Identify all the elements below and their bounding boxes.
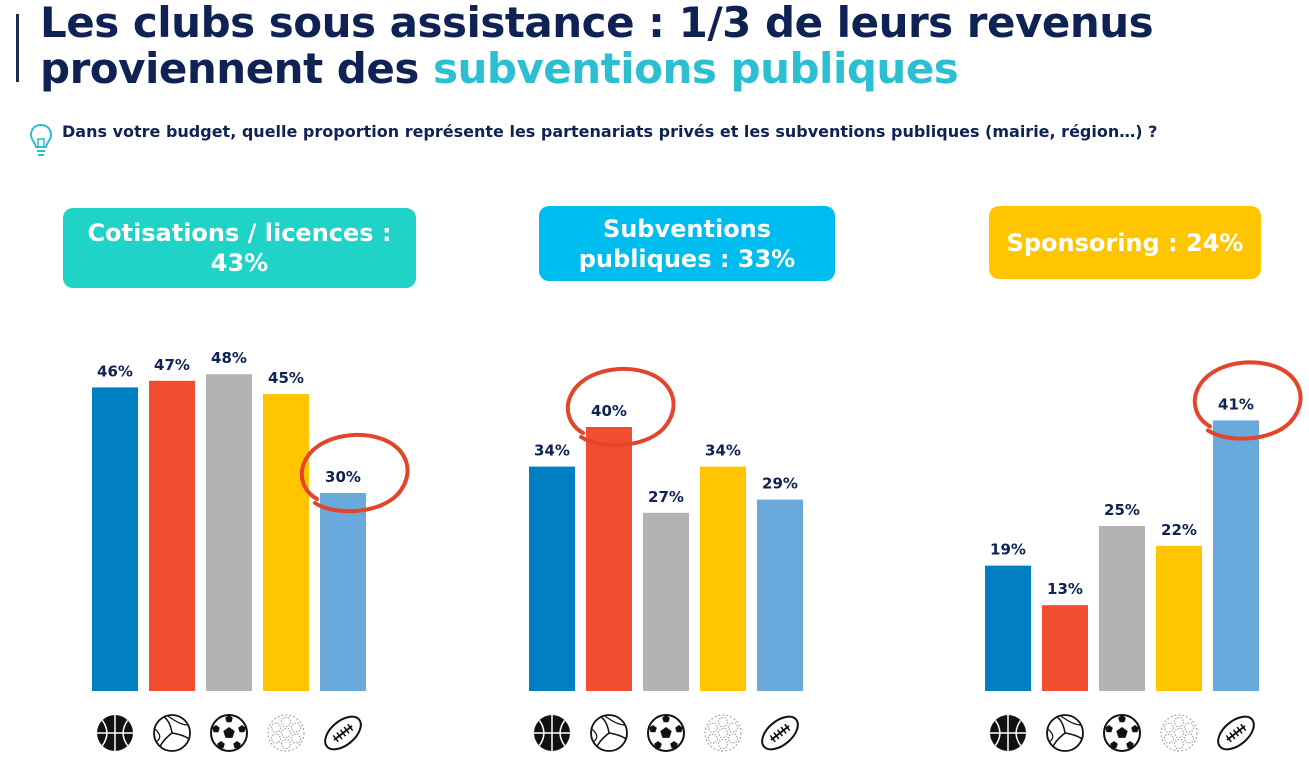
bar-group-1: 46% 47% 48% 45% 30% (92, 349, 410, 752)
rugby-ball-icon (761, 715, 799, 751)
title-line-1: Les clubs sous assistance : 1/3 de leurs… (40, 0, 1154, 47)
bar-group-3: 19% 13% 25% 22% 41% (985, 360, 1303, 752)
title-highlight: subventions publiques (432, 44, 959, 93)
bar-basketball (92, 387, 138, 691)
bar-handball (263, 394, 309, 691)
page-title: Les clubs sous assistance : 1/3 de leurs… (40, 0, 1154, 93)
bar-volleyball (1042, 605, 1088, 691)
bar-volleyball (586, 427, 632, 691)
bar-value-label: 13% (1047, 580, 1083, 598)
bar-value-label: 19% (990, 541, 1026, 559)
survey-question: Dans votre budget, quelle proportion rep… (62, 122, 1158, 141)
bar-value-label: 25% (1104, 501, 1140, 519)
bar-basketball (985, 565, 1031, 691)
basketball-icon (990, 715, 1026, 751)
title-line-2: proviennent des (40, 44, 433, 93)
basketball-icon (97, 715, 133, 751)
rugby-ball-icon (1217, 715, 1255, 751)
bar-football (206, 374, 252, 691)
highlight-circle (565, 366, 676, 448)
soccer-ball-icon (1103, 714, 1141, 752)
bar-value-label: 41% (1218, 395, 1254, 413)
highlight-circle (1192, 360, 1303, 441)
soccer-ball-icon (647, 714, 685, 752)
bar-rugby (757, 499, 803, 691)
bar-value-label: 47% (154, 356, 190, 374)
bar-value-label: 27% (648, 488, 684, 506)
bar-value-label: 30% (325, 468, 361, 486)
bar-volleyball (149, 380, 195, 691)
title-accent-line (16, 14, 19, 82)
bar-value-label: 48% (211, 349, 247, 367)
bar-rugby (1213, 420, 1259, 691)
basketball-icon (534, 715, 570, 751)
bar-value-label: 46% (97, 362, 133, 380)
bar-value-label: 22% (1161, 521, 1197, 539)
bar-basketball (529, 466, 575, 691)
bar-football (1099, 526, 1145, 691)
bar-value-label: 34% (534, 442, 570, 460)
volleyball-icon (1046, 714, 1084, 752)
badge-subventions: Subventions publiques : 33% (539, 206, 835, 281)
soccer-ball-icon (210, 714, 248, 752)
bar-football (643, 512, 689, 691)
volleyball-icon (153, 714, 191, 752)
volleyball-icon (590, 714, 628, 752)
handball-icon (1160, 714, 1198, 752)
bar-value-label: 34% (705, 442, 741, 460)
badge-sponsoring: Sponsoring : 24% (989, 206, 1261, 279)
highlight-circle (299, 432, 410, 514)
badge-cotisations: Cotisations / licences : 43% (63, 208, 416, 288)
handball-icon (267, 714, 305, 752)
lightbulb-icon (29, 123, 53, 156)
bar-value-label: 45% (268, 369, 304, 387)
rugby-ball-icon (324, 715, 362, 751)
bar-value-label: 29% (762, 475, 798, 493)
bar-rugby (320, 493, 366, 691)
handball-icon (704, 714, 742, 752)
bar-value-label: 40% (591, 402, 627, 420)
bar-group-2: 34% 40% 27% 34% 29% (529, 366, 803, 752)
bar-handball (700, 466, 746, 691)
bar-handball (1156, 545, 1202, 691)
